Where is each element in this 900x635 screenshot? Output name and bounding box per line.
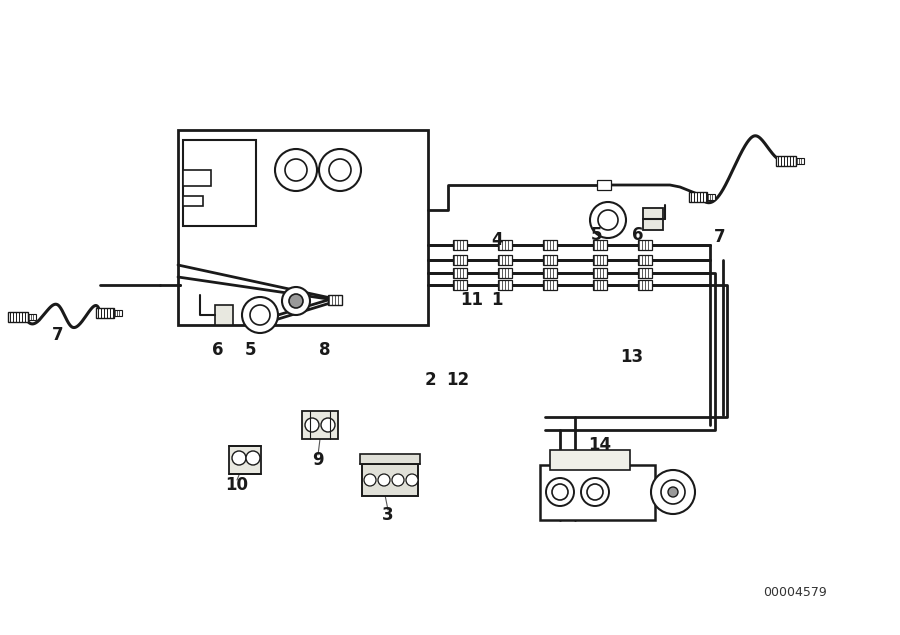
Bar — [689, 192, 707, 202]
Bar — [796, 158, 804, 164]
Circle shape — [319, 149, 361, 191]
Bar — [597, 180, 611, 190]
Bar — [114, 310, 122, 316]
Bar — [593, 240, 607, 250]
Circle shape — [285, 159, 307, 181]
Bar — [540, 465, 655, 520]
Bar — [593, 280, 607, 290]
Circle shape — [392, 474, 404, 486]
Circle shape — [282, 287, 310, 315]
Bar — [498, 280, 512, 290]
Circle shape — [661, 480, 685, 504]
Circle shape — [546, 478, 574, 506]
Bar — [96, 308, 114, 318]
Bar — [8, 312, 28, 322]
Circle shape — [651, 470, 695, 514]
Bar — [183, 140, 256, 226]
Bar — [498, 240, 512, 250]
Circle shape — [250, 305, 270, 325]
Bar — [178, 130, 428, 325]
Bar — [707, 194, 715, 200]
Bar — [550, 450, 630, 470]
Circle shape — [329, 159, 351, 181]
Text: 6: 6 — [632, 226, 644, 244]
Bar — [638, 240, 652, 250]
Text: 2: 2 — [424, 371, 436, 389]
Text: 3: 3 — [382, 506, 394, 524]
Bar — [453, 255, 467, 265]
Circle shape — [552, 484, 568, 500]
Text: 13: 13 — [620, 348, 643, 366]
Bar — [229, 446, 261, 474]
Circle shape — [598, 210, 618, 230]
Circle shape — [587, 484, 603, 500]
Circle shape — [242, 297, 278, 333]
Text: 11: 11 — [461, 291, 483, 309]
Bar — [776, 156, 796, 166]
Bar — [302, 411, 338, 439]
Bar — [498, 255, 512, 265]
Circle shape — [321, 418, 335, 432]
Bar — [183, 196, 203, 206]
Circle shape — [406, 474, 418, 486]
Circle shape — [289, 294, 303, 308]
Circle shape — [378, 474, 390, 486]
Text: 12: 12 — [446, 371, 470, 389]
Text: 10: 10 — [226, 476, 248, 494]
Bar — [498, 268, 512, 278]
Text: 7: 7 — [715, 228, 725, 246]
Circle shape — [232, 451, 246, 465]
Bar — [453, 268, 467, 278]
Bar — [453, 280, 467, 290]
Bar — [593, 268, 607, 278]
Bar — [215, 305, 233, 325]
Bar — [638, 268, 652, 278]
Circle shape — [305, 418, 319, 432]
Bar — [543, 255, 557, 265]
Text: 9: 9 — [312, 451, 324, 469]
Circle shape — [590, 202, 626, 238]
Bar — [28, 314, 36, 320]
Text: 4: 4 — [491, 231, 503, 249]
Circle shape — [668, 487, 678, 497]
Text: 7: 7 — [52, 326, 64, 344]
Bar — [360, 454, 420, 464]
Bar — [183, 170, 211, 186]
Bar — [593, 255, 607, 265]
Bar — [638, 280, 652, 290]
Bar — [543, 280, 557, 290]
Bar — [638, 255, 652, 265]
Bar — [643, 208, 663, 230]
Circle shape — [246, 451, 260, 465]
Bar — [362, 464, 418, 496]
Text: 1: 1 — [491, 291, 503, 309]
Bar — [453, 240, 467, 250]
Text: 8: 8 — [320, 341, 331, 359]
Circle shape — [275, 149, 317, 191]
Text: 6: 6 — [212, 341, 224, 359]
Circle shape — [581, 478, 609, 506]
Bar — [543, 240, 557, 250]
Bar — [328, 295, 342, 305]
Bar — [543, 268, 557, 278]
Text: 5: 5 — [244, 341, 256, 359]
Text: 5: 5 — [590, 226, 602, 244]
Circle shape — [364, 474, 376, 486]
Text: 00004579: 00004579 — [763, 587, 827, 599]
Text: 14: 14 — [589, 436, 612, 454]
